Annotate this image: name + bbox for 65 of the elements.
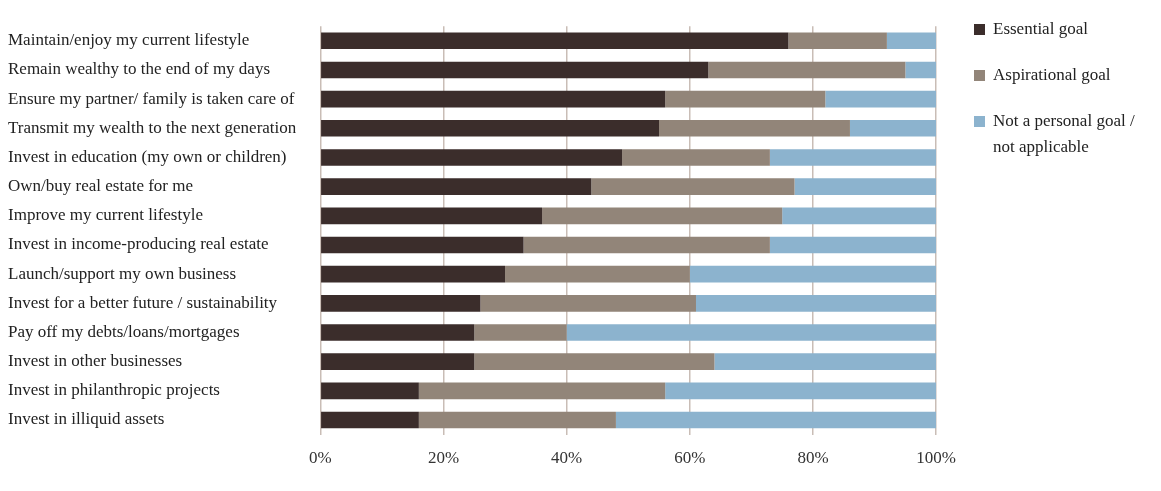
y-tick-label: Invest in other businesses bbox=[8, 351, 183, 371]
y-tick-label: Pay off my debts/loans/mortgages bbox=[8, 321, 240, 341]
bar bbox=[769, 149, 937, 166]
x-tick-label: 60% bbox=[674, 448, 706, 468]
x-tick-label: 20% bbox=[427, 448, 460, 468]
legend-label: Not a personal goal / not applicable bbox=[993, 110, 1136, 158]
bar bbox=[695, 295, 937, 312]
bar bbox=[886, 32, 937, 50]
bar bbox=[788, 32, 887, 50]
bar bbox=[321, 149, 623, 166]
x-tick-label: 40% bbox=[551, 448, 583, 468]
y-tick-label: Invest for a better future / sustainability bbox=[8, 292, 278, 312]
bar bbox=[523, 236, 770, 254]
bar bbox=[321, 295, 481, 312]
bar bbox=[794, 178, 937, 195]
bar bbox=[665, 382, 937, 400]
bar bbox=[782, 207, 937, 225]
x-tick-label: 80% bbox=[797, 448, 829, 468]
y-tick-label: Launch/support my own business bbox=[8, 263, 237, 283]
bar bbox=[905, 61, 937, 79]
bar bbox=[321, 382, 419, 400]
bar bbox=[321, 411, 419, 429]
bar bbox=[321, 178, 592, 195]
bar bbox=[566, 324, 937, 341]
bar bbox=[480, 295, 696, 312]
bar bbox=[418, 382, 666, 400]
x-tick-label: 0% bbox=[308, 448, 332, 468]
bar bbox=[825, 90, 937, 108]
bar bbox=[849, 119, 937, 137]
y-tick-label: Invest in education (my own or children) bbox=[8, 146, 287, 166]
y-tick-label: Remain wealthy to the end of my days bbox=[8, 59, 271, 79]
legend-label: Aspirational goal bbox=[993, 64, 1111, 86]
bar bbox=[321, 265, 506, 283]
y-tick-label: Ensure my partner/ family is taken care of bbox=[8, 88, 295, 108]
bar bbox=[474, 353, 715, 370]
bar bbox=[321, 32, 789, 50]
bar bbox=[665, 90, 826, 108]
bar bbox=[321, 236, 524, 254]
y-tick-label: Transmit my wealth to the next generation bbox=[8, 117, 297, 137]
legend-label: Essential goal bbox=[993, 18, 1088, 40]
bar bbox=[321, 61, 709, 79]
bar bbox=[708, 61, 906, 79]
bar bbox=[542, 207, 783, 225]
bar bbox=[321, 207, 543, 225]
bar bbox=[505, 265, 690, 283]
bar bbox=[591, 178, 795, 195]
y-tick-label: Improve my current lifestyle bbox=[8, 205, 203, 225]
x-tick-label: 100% bbox=[916, 448, 957, 468]
bar bbox=[418, 411, 616, 429]
y-tick-label: Maintain/enjoy my current lifestyle bbox=[8, 30, 250, 50]
bar bbox=[714, 353, 937, 370]
bar bbox=[769, 236, 937, 254]
bar bbox=[689, 265, 937, 283]
y-tick-label: Invest in philanthropic projects bbox=[8, 380, 220, 400]
bar bbox=[321, 90, 666, 108]
bar bbox=[659, 119, 850, 137]
y-tick-label: Invest in illiquid assets bbox=[8, 409, 165, 429]
bar bbox=[474, 324, 567, 341]
bar bbox=[321, 119, 660, 137]
bar bbox=[321, 353, 475, 370]
y-tick-label: Own/buy real estate for me bbox=[8, 176, 194, 196]
bar bbox=[622, 149, 770, 166]
bar bbox=[321, 324, 475, 341]
bar bbox=[615, 411, 937, 429]
y-tick-label: Invest in income-producing real estate bbox=[8, 234, 269, 254]
